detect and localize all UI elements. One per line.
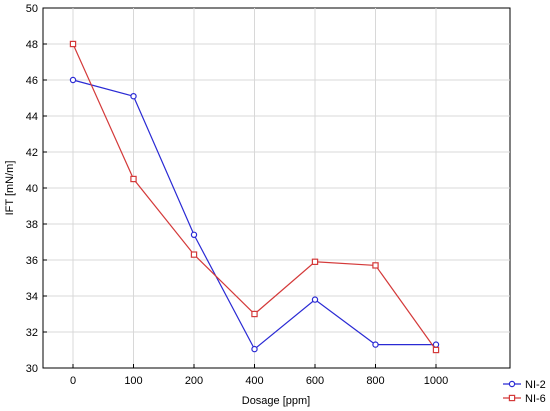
data-point-ni-6: [251, 310, 258, 318]
y-tick-label: 46: [26, 75, 38, 87]
data-point-ni-2: [190, 231, 198, 238]
y-tick-label: 34: [26, 291, 38, 303]
x-tick-label: 200: [185, 375, 203, 387]
y-tick-label: 48: [26, 39, 38, 51]
y-tick-label: 38: [26, 219, 38, 231]
legend-label: NI-2: [525, 379, 546, 391]
legend-label: NI-6: [525, 393, 546, 405]
legend-marker: [508, 394, 516, 402]
x-axis-ticks: 0 100 200 400 600 800 1000: [70, 364, 448, 387]
data-point-ni-6: [311, 258, 319, 266]
data-point-ni-6: [190, 251, 198, 258]
y-tick-label: 30: [26, 363, 38, 375]
legend-marker: [508, 380, 516, 388]
data-point-ni-2: [432, 341, 440, 348]
x-tick-label: 100: [124, 375, 142, 387]
y-tick-label: 50: [26, 3, 38, 15]
y-tick-label: 32: [26, 327, 38, 339]
x-tick-label: 0: [70, 375, 76, 387]
data-point-ni-6: [432, 346, 440, 354]
data-point-ni-6: [130, 175, 137, 183]
y-tick-label: 44: [26, 111, 38, 123]
data-point-ni-2: [69, 76, 77, 84]
y-tick-label: 42: [26, 147, 38, 159]
series-group: [69, 40, 440, 354]
data-point-ni-2: [372, 341, 379, 348]
data-point-ni-6: [372, 262, 379, 269]
y-tick-label: 36: [26, 255, 38, 267]
x-tick-label: 600: [306, 375, 324, 387]
data-point-ni-6: [69, 40, 77, 48]
legend: NI-2 NI-6: [503, 379, 546, 405]
y-axis-title: IFT [mN/m]: [4, 161, 16, 216]
data-point-ni-2: [311, 296, 319, 303]
x-axis-title: Dosage [ppm]: [242, 395, 310, 407]
x-tick-label: 400: [245, 375, 263, 387]
x-tick-label: 1000: [424, 375, 448, 387]
data-point-ni-2: [130, 92, 137, 100]
x-tick-label: 800: [366, 375, 384, 387]
data-point-ni-2: [251, 345, 258, 353]
y-tick-label: 40: [26, 183, 38, 195]
y-axis-ticks: 30 32 34 36 38 40 42 44 46 48 50: [26, 3, 47, 375]
